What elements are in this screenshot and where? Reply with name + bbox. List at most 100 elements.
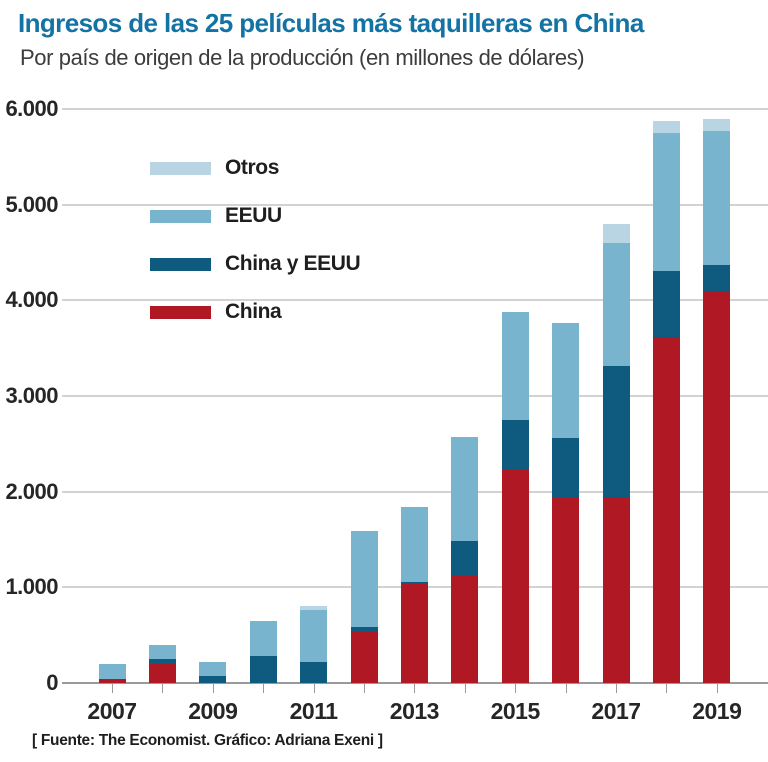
segment-2013-china-y-eeuu [400, 581, 428, 585]
segment-2011-eeuu [300, 610, 328, 662]
segment-2013-china [400, 584, 428, 683]
segment-2017-eeuu [602, 242, 630, 367]
x-tick-2018 [666, 684, 668, 693]
segment-2016-eeuu [552, 323, 580, 439]
x-tick-2019 [716, 684, 718, 693]
x-tick-label-2007: 2007 [87, 698, 137, 724]
bar-2010 [249, 620, 277, 683]
segment-2019-china-y-eeuu [703, 264, 731, 292]
legend-swatch [150, 161, 211, 175]
legend-item-eeuu: EEUU [150, 192, 360, 240]
legend-swatch [150, 209, 211, 223]
x-tick-label-2013: 2013 [389, 698, 440, 724]
segment-2008-eeuu [148, 644, 176, 660]
legend-swatch [150, 305, 211, 319]
segment-2007-china [98, 679, 126, 683]
bar-2007 [98, 663, 126, 683]
segment-2019-otros [703, 118, 731, 132]
segment-2018-china [652, 337, 680, 683]
bar-2009 [199, 662, 227, 683]
segment-2019-china [703, 291, 731, 683]
bar-2018 [652, 120, 680, 683]
segment-2018-china-y-eeuu [652, 271, 680, 338]
x-tick-label-2009: 2009 [188, 698, 238, 724]
gridline-3000 [62, 395, 768, 397]
segment-2015-china-y-eeuu [501, 419, 529, 470]
legend-label: EEUU [225, 204, 282, 227]
x-tick-2016 [565, 684, 567, 693]
segment-2008-china-y-eeuu [148, 659, 176, 664]
x-tick-2008 [162, 684, 164, 693]
y-tick-label: 3.000 [5, 383, 58, 408]
segment-2009-eeuu [199, 662, 227, 677]
x-tick-label-2019: 2019 [692, 698, 742, 724]
segment-2008-china [148, 663, 176, 683]
segment-2017-otros [602, 223, 630, 243]
x-tick-2009 [212, 684, 214, 693]
x-tick-2017 [616, 684, 617, 693]
segment-2013-eeuu [400, 506, 428, 582]
bar-2011 [300, 605, 328, 683]
segment-2017-china-y-eeuu [602, 366, 630, 498]
segment-2014-china [451, 575, 479, 683]
y-tick-label: 5.000 [5, 191, 58, 217]
x-tick-label-2011: 2011 [289, 698, 338, 724]
legend-label: Otros [225, 156, 280, 179]
segment-2010-eeuu [249, 620, 277, 657]
bar-2014 [451, 437, 479, 683]
y-tick-label: 1.000 [5, 574, 58, 600]
segment-2010-china-y-eeuu [249, 656, 277, 683]
segment-2015-eeuu [501, 311, 529, 420]
x-tick-label-2017: 2017 [591, 698, 641, 724]
segment-2012-eeuu [350, 530, 378, 627]
x-tick-2007 [112, 684, 113, 693]
x-tick-2012 [364, 684, 365, 693]
segment-2016-china-y-eeuu [552, 438, 580, 499]
y-tick-label: 0 [46, 670, 58, 695]
segment-2012-china-y-eeuu [350, 626, 378, 633]
segment-2011-otros [300, 605, 328, 611]
segment-2015-china [501, 469, 529, 683]
y-tick-label: 4.000 [5, 287, 58, 313]
gridline-5000 [62, 203, 768, 206]
bar-2017 [602, 223, 630, 683]
x-tick-2010 [263, 684, 265, 693]
x-tick-label-2015: 2015 [490, 698, 541, 724]
segment-2018-eeuu [652, 133, 680, 272]
y-tick-label: 2.000 [5, 478, 58, 504]
bar-2019 [703, 118, 731, 683]
legend-item-china-y-eeuu: China y EEUU [150, 240, 361, 288]
segment-2011-china-y-eeuu [300, 661, 328, 683]
segment-2012-china [350, 632, 378, 683]
legend: Otros EEUU China y EEUU China [150, 144, 361, 336]
x-tick-2011 [313, 684, 315, 693]
x-tick-2015 [515, 684, 517, 693]
gridline-6000 [62, 108, 768, 110]
legend-item-otros: Otros [150, 144, 360, 192]
bar-2015 [501, 311, 529, 683]
legend-label: China [225, 300, 282, 323]
legend-swatch [150, 257, 211, 271]
segment-2019-eeuu [703, 131, 731, 265]
x-tick-2014 [464, 684, 466, 693]
chart-subtitle: Por país de origen de la producción (en … [20, 45, 585, 70]
chart-title: Ingresos de las 25 películas más taquill… [18, 8, 644, 38]
y-tick-label: 6.000 [5, 96, 58, 121]
x-tick-2013 [414, 684, 416, 693]
source-credit: [ Fuente: The Economist. Gráfico: Adrian… [32, 732, 383, 749]
legend-label: China y EEUU [225, 252, 361, 275]
legend-item-china: China [150, 288, 360, 336]
bar-2012 [350, 530, 378, 683]
gridline-4000 [62, 299, 768, 302]
gridline-2000 [62, 490, 768, 493]
segment-2016-china [552, 498, 580, 683]
segment-2014-china-y-eeuu [451, 541, 479, 576]
segment-2007-eeuu [98, 663, 126, 680]
bar-2013 [400, 506, 428, 683]
segment-2009-china-y-eeuu [199, 676, 227, 683]
bar-2016 [552, 323, 580, 683]
segment-2014-eeuu [451, 437, 479, 542]
segment-2018-otros [652, 120, 680, 134]
gridline-0 [62, 682, 768, 684]
